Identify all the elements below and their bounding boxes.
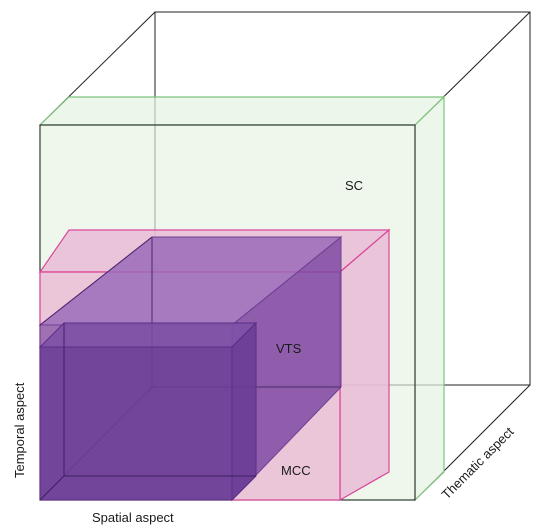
- inner-box: [38, 321, 258, 502]
- inner-box-side-face: [231, 321, 257, 502]
- y-axis-label: Temporal aspect: [12, 382, 27, 478]
- inner-box-back-edge: [39, 475, 65, 501]
- vts-label: VTS: [276, 341, 302, 356]
- mcc-label: MCC: [281, 463, 311, 478]
- sc-box-top-face: [38, 96, 446, 126]
- z-axis-label: Thematic aspect: [439, 424, 517, 502]
- x-axis-label: Spatial aspect: [92, 510, 174, 525]
- inner-box-top-face: [38, 322, 258, 348]
- vts-box-back-edge: [39, 236, 153, 326]
- sc-box-side-face: [414, 95, 445, 502]
- inner-box-front-face: [39, 346, 233, 501]
- sc-label: SC: [345, 178, 363, 193]
- mcc-box-side-face: [339, 228, 390, 502]
